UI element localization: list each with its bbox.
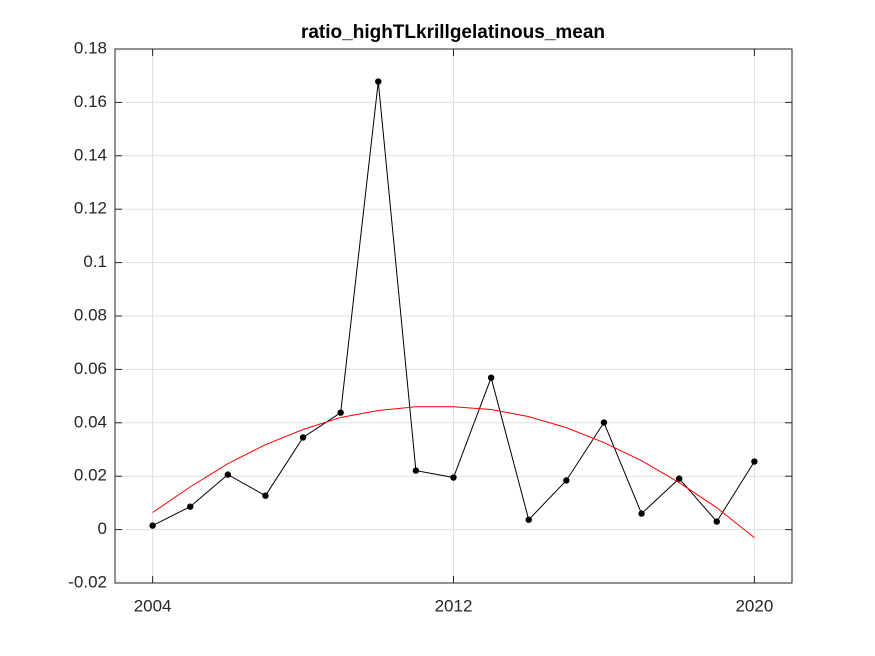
data-point (487, 374, 495, 381)
y-tick-label: 0.14 (74, 145, 107, 164)
y-tick-label: 0.16 (74, 92, 107, 111)
data-point (600, 419, 608, 426)
y-tick-label: 0 (98, 519, 107, 538)
y-tick-label: 0.12 (74, 199, 107, 218)
y-tick-label: 0.02 (74, 466, 107, 485)
data-point (525, 516, 532, 523)
data-point (224, 471, 232, 478)
y-tick-label: 0.04 (74, 412, 107, 431)
y-tick-label: 0.08 (74, 305, 107, 324)
axes-box (114, 48, 793, 584)
data-point (337, 409, 344, 416)
data-point (563, 477, 570, 484)
data-point (375, 78, 382, 85)
y-tick-label: 0.1 (83, 252, 107, 271)
y-tick-label: 0.06 (74, 359, 107, 378)
data-point (299, 434, 307, 441)
data-point (262, 492, 269, 499)
data-point (187, 503, 194, 510)
y-tick-label: 0.18 (74, 38, 107, 57)
x-tick-label: 2020 (735, 596, 773, 615)
data-point (638, 510, 645, 517)
data-point (149, 522, 156, 529)
data-point (675, 475, 683, 482)
data-point (412, 467, 420, 474)
data-point (450, 474, 457, 481)
x-tick-label: 2004 (134, 596, 172, 615)
chart-title: ratio_highTLkrillgelatinous_mean (301, 22, 605, 43)
data-point (751, 458, 758, 465)
y-tick-label: -0.02 (68, 572, 107, 591)
x-tick-label: 2012 (435, 596, 473, 615)
series-line (152, 406, 755, 539)
data-point (713, 518, 720, 525)
